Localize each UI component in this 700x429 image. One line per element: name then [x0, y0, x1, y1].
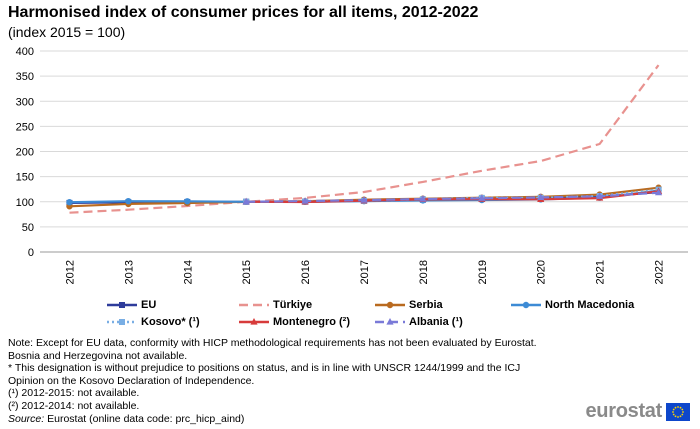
- note-line: Note: Except for EU data, conformity wit…: [8, 337, 537, 349]
- x-tick-label: 2016: [300, 260, 312, 284]
- y-tick-label: 100: [16, 197, 34, 209]
- source-label: Source:: [8, 412, 45, 425]
- series-6-point: [242, 197, 250, 205]
- legend-item: Serbia: [374, 298, 443, 312]
- y-tick-label: 150: [16, 172, 34, 184]
- x-tick-label: 2015: [241, 260, 253, 284]
- source-text: Eurostat (online data code: prc_hicp_ain…: [44, 412, 245, 425]
- chart-title: Harmonised index of consumer prices for …: [8, 4, 479, 21]
- legend-label: Montenegro (²): [273, 316, 350, 328]
- x-tick-label: 2019: [477, 260, 489, 284]
- note-line: (²) 2012-2014: not available.: [8, 399, 140, 412]
- legend-label: Albania (¹): [409, 316, 463, 328]
- x-tick-label: 2018: [418, 260, 430, 284]
- y-tick-label: 0: [28, 247, 34, 259]
- x-tick-label: 2021: [595, 260, 607, 284]
- x-tick-label: 2012: [64, 260, 76, 284]
- y-tick-label: 400: [16, 46, 34, 58]
- legend-swatch: [375, 301, 405, 309]
- legend-item: Albania (¹): [374, 315, 463, 329]
- note-line: (¹) 2012-2015: not available.: [8, 387, 140, 400]
- legend-label: Serbia: [409, 299, 443, 311]
- series-3-point: [184, 198, 191, 205]
- legend-swatch: [239, 303, 269, 307]
- series-3-point: [125, 197, 132, 205]
- legend-item: North Macedonia: [510, 298, 634, 312]
- legend-swatch: [107, 319, 137, 325]
- eurostat-logo: eurostat: [585, 400, 690, 423]
- legend-swatch: [375, 318, 405, 325]
- y-tick-label: 50: [22, 222, 34, 234]
- y-tick-label: 350: [16, 71, 34, 83]
- x-tick-label: 2020: [536, 260, 548, 284]
- logo-text: eurostat: [585, 400, 662, 422]
- note-line: Opinion on the Kosovo Declaration of Ind…: [8, 374, 255, 387]
- legend-label: Türkiye: [273, 299, 313, 311]
- legend-label: North Macedonia: [545, 299, 635, 311]
- y-tick-label: 200: [16, 147, 34, 159]
- series-6-point: [301, 197, 309, 204]
- note-line: Bosnia and Herzegovina not available.: [8, 349, 188, 362]
- eu-flag-icon: [666, 402, 690, 421]
- series-6-point: [537, 193, 545, 201]
- chart-subtitle: (index 2015 = 100): [8, 24, 126, 40]
- legend-label: EU: [141, 299, 157, 311]
- series-3-point: [66, 199, 73, 206]
- legend-item: Montenegro (²): [238, 315, 350, 329]
- series-1-line: [69, 64, 660, 214]
- series-6-point: [596, 192, 604, 199]
- series-6-line: [246, 191, 659, 203]
- x-tick-label: 2013: [123, 260, 135, 284]
- source-line: Source: Eurostat (online data code: prc_…: [8, 413, 568, 426]
- note-line: * This designation is without prejudice …: [8, 362, 521, 375]
- y-tick-label: 250: [16, 121, 34, 133]
- series-6-point: [360, 196, 368, 203]
- series-5-line: [246, 190, 659, 204]
- series-6-point: [654, 188, 663, 196]
- series-6-point: [419, 195, 427, 202]
- legend-item: Kosovo* (¹): [106, 315, 200, 329]
- x-tick-label: 2017: [359, 260, 371, 284]
- legend-swatch: [107, 302, 137, 308]
- footnotes: Note: Except for EU data, conformity wit…: [8, 337, 568, 425]
- line-chart: 0 50 100 150 200 250 300 350 400 2012 2013 2014 2015…: [16, 46, 688, 284]
- y-tick-label: 300: [16, 96, 34, 108]
- series-6-point: [478, 194, 486, 201]
- legend-item: Türkiye: [238, 298, 312, 312]
- x-tick-label: 2014: [182, 260, 194, 284]
- x-tick-label: 2022: [654, 260, 666, 284]
- legend-swatch: [511, 301, 541, 309]
- legend-item: EU: [106, 298, 156, 312]
- legend-swatch: [239, 318, 269, 325]
- legend-label: Kosovo* (¹): [141, 316, 200, 328]
